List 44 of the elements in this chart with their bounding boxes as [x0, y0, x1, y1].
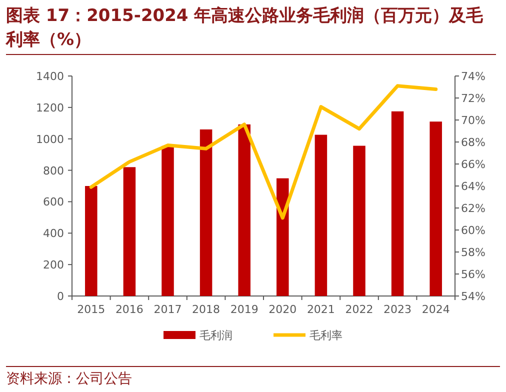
bar	[162, 146, 174, 296]
y2-tick-label: 70%	[461, 114, 486, 127]
x-tick-label: 2018	[192, 303, 220, 316]
bar	[276, 178, 289, 296]
x-tick-label: 2015	[77, 303, 106, 316]
y-tick-label: 400	[43, 227, 64, 240]
y2-tick-label: 66%	[461, 158, 486, 171]
y2-tick-label: 64%	[461, 180, 486, 193]
bar	[238, 124, 250, 296]
bar	[85, 186, 98, 296]
legend-label: 毛利率	[310, 329, 342, 342]
y2-tick-label: 58%	[461, 246, 486, 259]
bar	[123, 167, 136, 296]
y2-tick-label: 60%	[461, 224, 486, 237]
chart-title: 图表 17：2015-2024 年高速公路业务毛利润（百万元）及毛利率（%）	[6, 4, 496, 55]
y-tick-label: 0	[57, 290, 64, 303]
bar	[314, 134, 328, 296]
y2-tick-label: 62%	[461, 202, 486, 215]
y-tick-label: 1000	[36, 132, 64, 146]
y-tick-label: 1200	[36, 101, 64, 114]
x-tick-label: 2023	[384, 303, 412, 316]
y-tick-label: 1400	[36, 70, 64, 83]
x-tick-label: 2024	[422, 303, 450, 316]
line-series	[89, 84, 438, 220]
y-tick-label: 200	[43, 258, 64, 272]
y-tick-label: 800	[43, 164, 64, 178]
text: 资料来源：公司公告	[6, 366, 500, 388]
y2-tick-label: 68%	[461, 136, 486, 149]
bar	[353, 146, 366, 296]
y2-tick-label: 56%	[461, 268, 486, 281]
x-tick-label: 2022	[345, 303, 374, 316]
y2-tick-label: 74%	[461, 70, 486, 83]
y-tick-label: 600	[43, 196, 64, 209]
x-tick-label: 2019	[230, 303, 258, 316]
bar	[200, 129, 212, 296]
x-tick-label: 2017	[154, 303, 182, 316]
y2-tick-label: 72%	[461, 92, 486, 105]
bar	[391, 111, 404, 296]
x-tick-label: 2016	[115, 303, 144, 316]
y2-tick-label: 54%	[461, 290, 486, 303]
x-tick-label: 2021	[306, 303, 335, 316]
legend-label: 毛利润	[200, 329, 232, 342]
x-tick-label: 2020	[268, 303, 297, 316]
bar	[430, 122, 442, 296]
